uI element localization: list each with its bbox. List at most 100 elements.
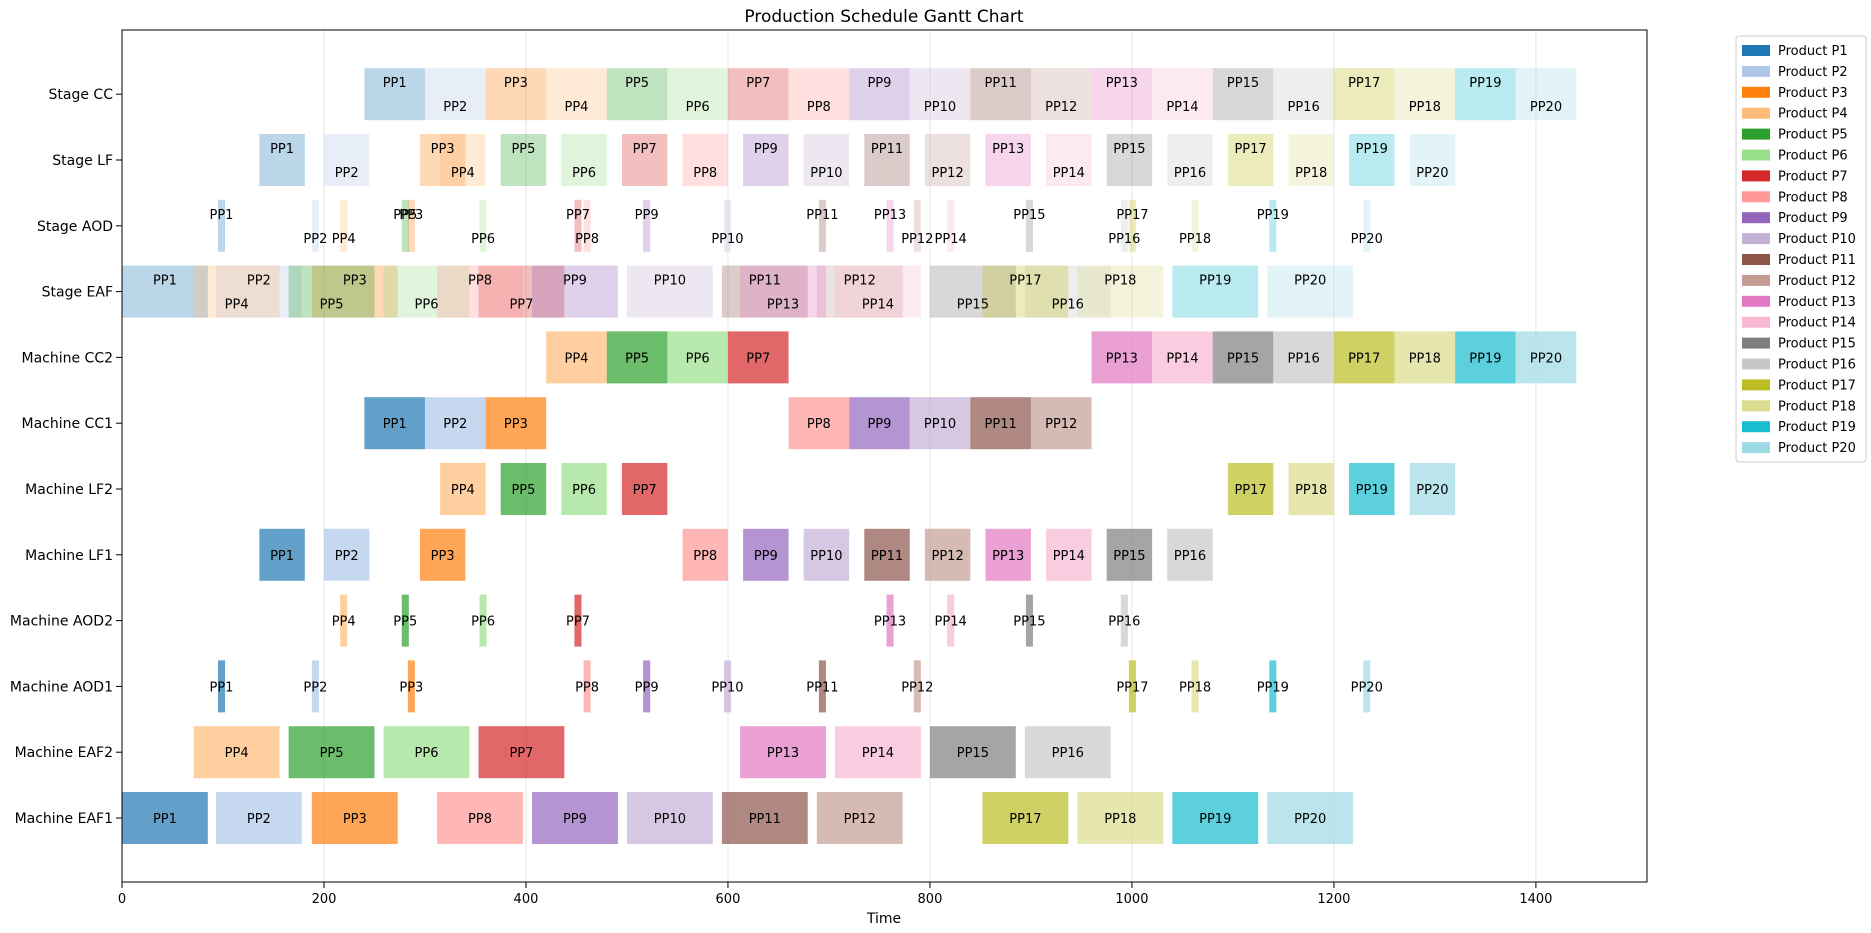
stage-bar-stage-aod-pp1 xyxy=(217,199,226,252)
bar-machine-cc1-pp2 xyxy=(424,397,486,450)
bar-machine-aod2-pp6 xyxy=(479,594,487,647)
legend-label-p4: Product P4 xyxy=(1778,107,1848,122)
bar-label: PP19 xyxy=(1356,483,1388,498)
bar-machine-lf1-pp10 xyxy=(803,528,850,581)
bar-machine-cc2-pp15 xyxy=(1212,331,1274,384)
bar-machine-aod1-pp2 xyxy=(311,660,319,713)
stage-bar-label: PP16 xyxy=(1052,298,1084,313)
stage-bar-stage-aod-pp10 xyxy=(723,199,731,252)
bar-label: PP15 xyxy=(957,746,989,761)
row-label-stage-aod: Stage AOD xyxy=(37,219,113,235)
bar-label: PP7 xyxy=(633,483,657,498)
bar-label: PP5 xyxy=(511,483,535,498)
legend-swatch-p7 xyxy=(1742,170,1770,182)
bar-machine-aod1-pp9 xyxy=(643,660,651,713)
row-label-stage-eaf: Stage EAF xyxy=(42,285,113,301)
bar-label: PP3 xyxy=(504,417,528,432)
stage-bar-stage-eaf-pp18 xyxy=(1077,265,1164,318)
bar-machine-eaf2-pp16 xyxy=(1024,726,1111,779)
stage-bar-label: PP12 xyxy=(844,274,876,289)
stage-bar-label: PP13 xyxy=(767,298,799,313)
bar-label: PP13 xyxy=(874,615,906,630)
legend-swatch-p6 xyxy=(1742,149,1770,161)
stage-bar-label: PP19 xyxy=(1469,76,1501,91)
stage-bar-stage-aod-pp18 xyxy=(1191,199,1199,252)
stage-bar-label: PP7 xyxy=(509,298,533,313)
bar-label: PP12 xyxy=(1045,417,1077,432)
stage-bar-stage-cc-pp14 xyxy=(1152,68,1213,121)
bar-label: PP19 xyxy=(1469,351,1501,366)
bar-machine-eaf1-pp3 xyxy=(311,792,398,844)
stage-bar-stage-cc-pp20 xyxy=(1515,68,1577,121)
stage-bar-stage-cc-pp19 xyxy=(1455,68,1516,121)
bar-machine-aod1-pp8 xyxy=(583,660,591,713)
bar-machine-eaf1-pp1 xyxy=(122,792,208,844)
stage-bar-stage-cc-pp1 xyxy=(364,68,425,121)
stage-bar-label: PP6 xyxy=(572,166,596,181)
bar-machine-cc2-pp18 xyxy=(1394,331,1456,384)
stage-bar-stage-lf-pp15 xyxy=(1106,134,1153,186)
bar-label: PP14 xyxy=(935,615,967,630)
stage-bar-stage-aod-pp2 xyxy=(311,199,319,252)
bar-machine-cc1-pp1 xyxy=(364,397,425,450)
bar-label: PP7 xyxy=(566,615,590,630)
bar-label: PP12 xyxy=(901,680,933,695)
stage-bar-label: PP18 xyxy=(1179,232,1211,247)
grid-lines xyxy=(121,30,1537,882)
bar-machine-cc2-pp6 xyxy=(667,331,728,384)
stage-bar-label: PP13 xyxy=(992,142,1024,157)
stage-bar-label: PP19 xyxy=(1257,208,1289,223)
legend-frame xyxy=(1735,35,1867,463)
stage-bar-label: PP5 xyxy=(511,142,535,157)
legend-swatch-p1 xyxy=(1742,45,1770,56)
row-label-machine-aod2: Machine AOD2 xyxy=(10,614,113,630)
bar-machine-aod1-pp12 xyxy=(913,660,921,713)
bar-machine-eaf1-pp8 xyxy=(437,792,523,844)
stage-bar-label: PP15 xyxy=(1227,76,1259,91)
legend-label-p11: Product P11 xyxy=(1778,253,1856,268)
stage-bar-label: PP4 xyxy=(564,100,588,115)
bar-machine-lf2-pp19 xyxy=(1349,463,1395,515)
bar-label: PP17 xyxy=(1348,351,1380,366)
stage-bar-stage-eaf-pp6 xyxy=(383,265,470,318)
stage-bar-label: PP10 xyxy=(711,232,743,247)
bar-machine-eaf1-pp10 xyxy=(626,792,713,844)
bar-machine-cc1-pp3 xyxy=(485,397,547,450)
stage-bar-label: PP7 xyxy=(566,208,590,223)
legend-label-p16: Product P16 xyxy=(1778,358,1856,373)
stage-bar-label: PP19 xyxy=(1199,274,1231,289)
stage-bar-stage-cc-pp9 xyxy=(849,68,910,121)
bar-machine-cc1-pp8 xyxy=(788,397,850,450)
bar-label: PP15 xyxy=(1013,615,1045,630)
x-tick-label: 800 xyxy=(918,892,943,907)
legend-swatch-p11 xyxy=(1742,254,1770,265)
bar-machine-cc1-pp9 xyxy=(849,397,910,450)
stage-bar-stage-lf-pp14 xyxy=(1046,134,1092,186)
bar-machine-aod2-pp16 xyxy=(1120,594,1128,647)
stage-bar-stage-lf-pp11 xyxy=(864,134,910,186)
legend-swatch-p18 xyxy=(1742,400,1770,412)
bar-machine-aod2-pp13 xyxy=(886,594,894,647)
bar-label: PP12 xyxy=(844,812,876,827)
stage-bar-label: PP5 xyxy=(625,76,649,91)
bar-label: PP4 xyxy=(451,483,475,498)
bar-label: PP12 xyxy=(932,549,964,564)
stage-bar-stage-eaf-pp20 xyxy=(1267,265,1354,318)
bar-machine-aod1-pp3 xyxy=(407,660,415,713)
stage-bar-label: PP4 xyxy=(332,232,356,247)
bar-label: PP3 xyxy=(399,680,423,695)
stage-bar-label: PP7 xyxy=(746,76,770,91)
bar-machine-lf1-pp2 xyxy=(323,528,370,581)
stage-bar-label: PP3 xyxy=(504,76,528,91)
bar-machine-eaf1-pp17 xyxy=(982,792,1069,844)
bar-label: PP9 xyxy=(754,549,778,564)
stage-bar-label: PP6 xyxy=(415,298,439,313)
bar-label: PP18 xyxy=(1179,680,1211,695)
bar-label: PP5 xyxy=(625,351,649,366)
bar-label: PP13 xyxy=(767,746,799,761)
stage-bar-label: PP1 xyxy=(210,208,234,223)
stage-bar-label: PP2 xyxy=(303,232,327,247)
bar-machine-eaf1-pp18 xyxy=(1077,792,1164,844)
stage-bar-stage-aod-pp5 xyxy=(401,199,409,252)
